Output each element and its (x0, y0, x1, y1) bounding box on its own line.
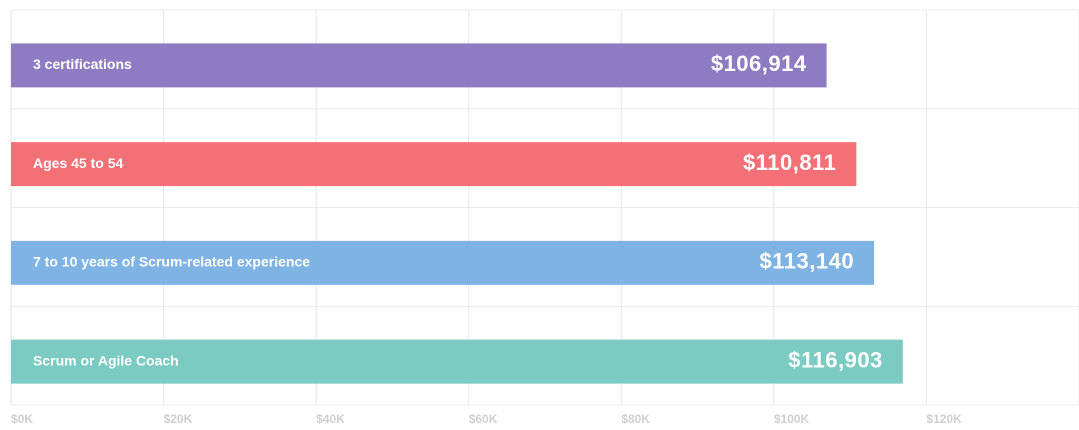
bar (11, 43, 827, 88)
bar (11, 339, 903, 384)
x-tick-label: $120K (926, 412, 962, 426)
x-tick-label: $20K (164, 412, 193, 426)
x-tick-label: $60K (469, 412, 498, 426)
value-label: $110,811 (743, 150, 836, 175)
value-label: $113,140 (760, 249, 855, 274)
x-tick-label: $40K (316, 412, 345, 426)
value-label: $106,914 (711, 51, 807, 76)
bar (11, 240, 875, 285)
x-tick-label: $0K (11, 412, 33, 426)
category-label: 3 certifications (33, 56, 132, 72)
value-label: $116,903 (788, 347, 883, 372)
category-label: 7 to 10 years of Scrum-related experienc… (33, 254, 310, 270)
category-label: Scrum or Agile Coach (33, 352, 179, 368)
category-label: Ages 45 to 54 (33, 155, 123, 171)
bar (11, 142, 857, 187)
x-tick-label: $100K (774, 412, 810, 426)
x-tick-label: $80K (621, 412, 650, 426)
